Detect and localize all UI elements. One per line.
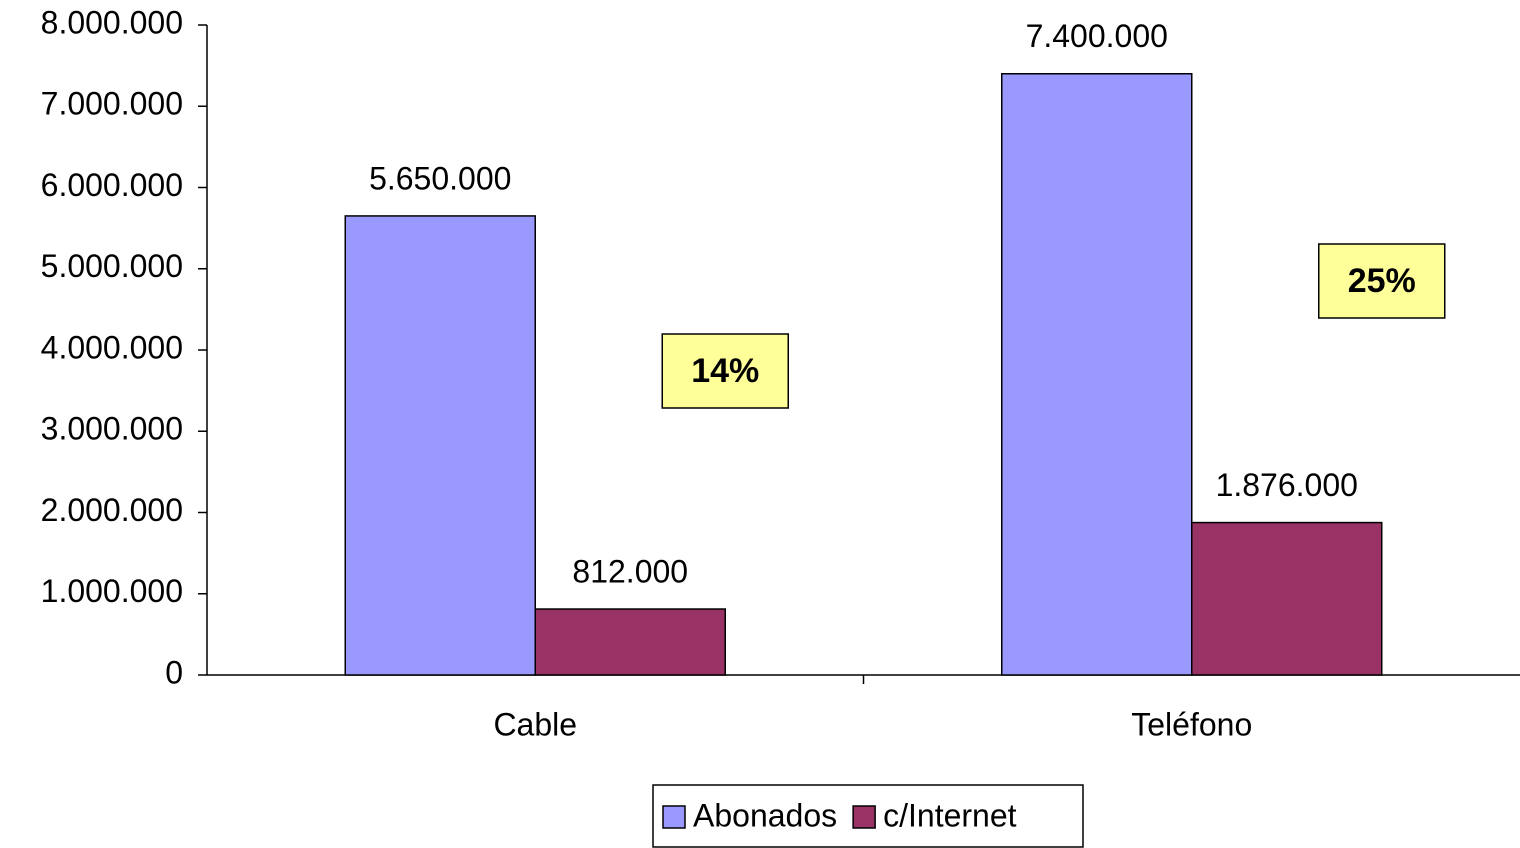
x-tick-label: Cable xyxy=(493,706,577,742)
bar xyxy=(344,215,536,676)
y-tick-label: 3.000.000 xyxy=(41,411,183,447)
annotation: 14% xyxy=(691,352,759,390)
value-label: 812.000 xyxy=(572,553,688,589)
legend-label: Abonados xyxy=(693,797,837,833)
legend-box xyxy=(652,784,1084,848)
y-tick-label: 2.000.000 xyxy=(41,492,183,528)
legend-label: c/Internet xyxy=(883,797,1017,833)
x-tick-label: Teléfono xyxy=(1131,706,1252,742)
y-tick-label: 4.000.000 xyxy=(41,329,183,365)
y-tick-label: 5.000.000 xyxy=(41,248,183,284)
y-tick-label: 8.000.000 xyxy=(41,4,183,40)
annotation-box xyxy=(661,333,789,409)
bar xyxy=(1001,73,1193,676)
annotation-box xyxy=(1318,243,1446,319)
y-tick-label: 6.000.000 xyxy=(41,167,183,203)
annotation: 25% xyxy=(1348,262,1416,300)
y-tick-label: 7.000.000 xyxy=(41,86,183,122)
legend-swatch xyxy=(662,805,686,829)
y-tick-label: 0 xyxy=(165,654,183,690)
legend-swatch xyxy=(852,805,876,829)
y-tick-label: 1.000.000 xyxy=(41,573,183,609)
bar xyxy=(534,608,726,676)
value-label: 5.650.000 xyxy=(369,160,511,196)
bar xyxy=(1191,521,1383,676)
value-label: 1.876.000 xyxy=(1216,467,1358,503)
value-label: 7.400.000 xyxy=(1026,18,1168,54)
